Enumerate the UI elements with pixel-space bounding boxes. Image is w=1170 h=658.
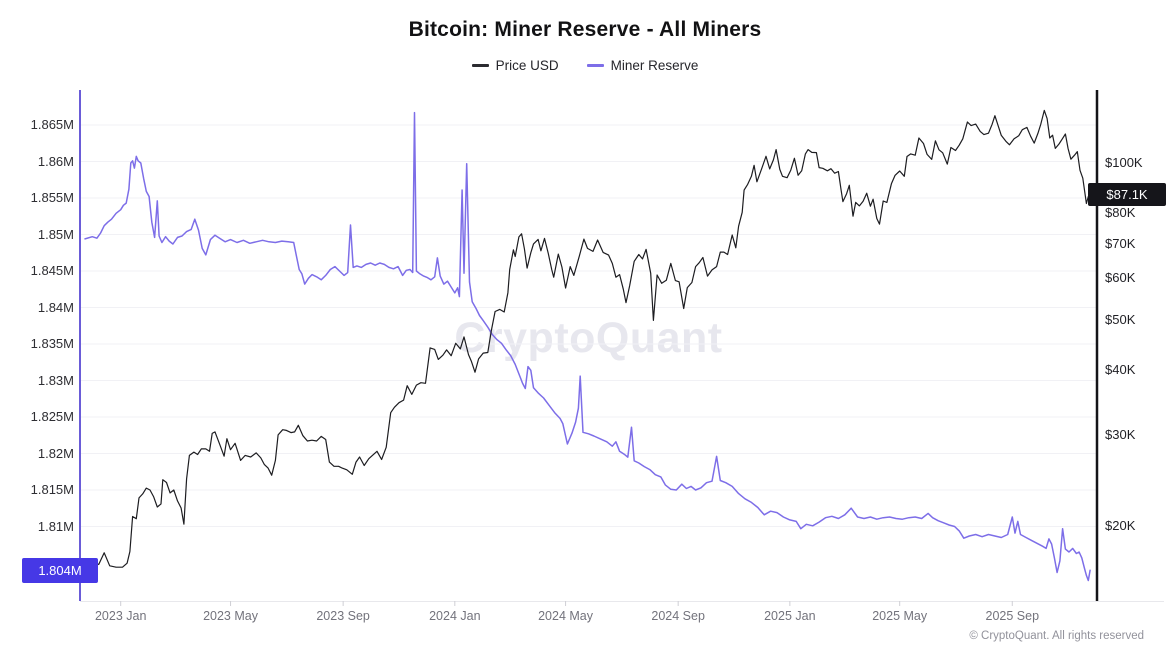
price-usd-line-swatch-icon <box>471 64 489 67</box>
miner-reserve-current-value-badge: 1.804M <box>22 557 98 583</box>
series-line-miner-reserve <box>84 111 1091 582</box>
legend: Price USD Miner Reserve <box>0 58 1170 73</box>
legend-item-price-usd[interactable]: Price USD <box>471 58 559 73</box>
copyright-notice: © CryptoQuant. All rights reserved <box>969 630 1144 642</box>
price-usd-current-value-badge: $87.1K <box>1088 182 1166 206</box>
legend-item-miner-reserve[interactable]: Miner Reserve <box>586 58 699 73</box>
cryptoquant-watermark: CryptoQuant <box>454 314 723 362</box>
series-line-price-usd <box>84 109 1091 575</box>
miner-reserve-line-swatch-icon <box>586 64 604 67</box>
legend-label-price-usd: Price USD <box>495 58 559 73</box>
chart-title: Bitcoin: Miner Reserve - All Miners <box>408 18 762 41</box>
legend-label-miner-reserve: Miner Reserve <box>610 58 699 73</box>
